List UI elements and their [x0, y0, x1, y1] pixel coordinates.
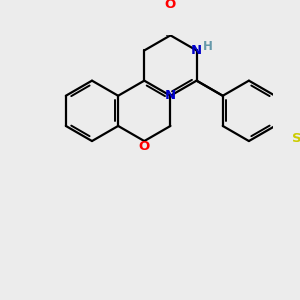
Text: S: S: [292, 132, 300, 145]
Text: N: N: [191, 44, 202, 57]
Text: O: O: [165, 0, 176, 11]
Text: N: N: [165, 89, 176, 102]
Text: H: H: [203, 40, 213, 53]
Text: O: O: [139, 140, 150, 153]
